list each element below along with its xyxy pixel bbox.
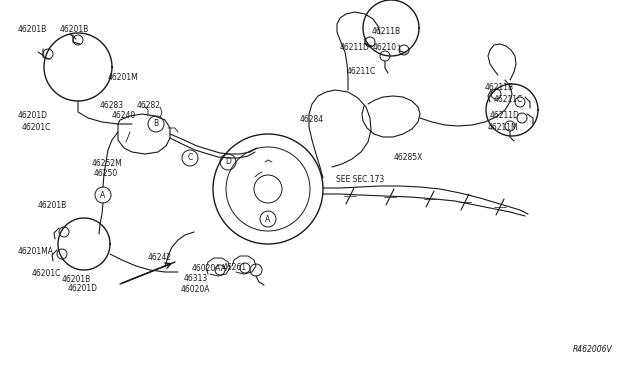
- Text: 46020A: 46020A: [181, 285, 211, 294]
- Text: 46240: 46240: [112, 111, 136, 120]
- Text: 46261: 46261: [223, 263, 247, 272]
- Text: C: C: [188, 154, 193, 163]
- Text: 46211C: 46211C: [494, 95, 524, 104]
- Text: 46211C: 46211C: [347, 67, 376, 76]
- Text: 46201C: 46201C: [32, 269, 61, 278]
- Text: 46201B: 46201B: [38, 201, 67, 210]
- Text: 46282: 46282: [137, 101, 161, 110]
- Text: 46201M: 46201M: [108, 73, 139, 82]
- Text: 46284: 46284: [300, 115, 324, 124]
- Text: 46211B: 46211B: [485, 83, 514, 92]
- Text: B: B: [154, 119, 159, 128]
- Text: 46283: 46283: [100, 101, 124, 110]
- Text: 46211D: 46211D: [490, 111, 520, 120]
- Text: 46250: 46250: [94, 169, 118, 178]
- Text: D: D: [225, 157, 231, 167]
- Text: A: A: [266, 215, 271, 224]
- Text: 46211M: 46211M: [488, 123, 518, 132]
- Text: 46211B: 46211B: [372, 27, 401, 36]
- Text: 46211D: 46211D: [340, 43, 370, 52]
- Text: SEE SEC.173: SEE SEC.173: [336, 175, 384, 184]
- Text: 46201MA: 46201MA: [18, 247, 54, 256]
- Text: 46285X: 46285X: [394, 153, 424, 162]
- Text: 46242: 46242: [148, 253, 172, 262]
- Text: 46020AA: 46020AA: [192, 264, 227, 273]
- Text: 46201B: 46201B: [18, 25, 47, 34]
- Text: 46201D: 46201D: [68, 284, 98, 293]
- Text: 46313: 46313: [184, 274, 208, 283]
- Text: 46210: 46210: [373, 43, 397, 52]
- Text: 46201B: 46201B: [62, 275, 92, 284]
- Text: 46252M: 46252M: [92, 159, 123, 168]
- Text: A: A: [100, 190, 106, 199]
- Text: 46201B: 46201B: [60, 25, 89, 34]
- Text: 46201C: 46201C: [22, 123, 51, 132]
- Text: 46201D: 46201D: [18, 111, 48, 120]
- Text: R462006V: R462006V: [573, 345, 612, 354]
